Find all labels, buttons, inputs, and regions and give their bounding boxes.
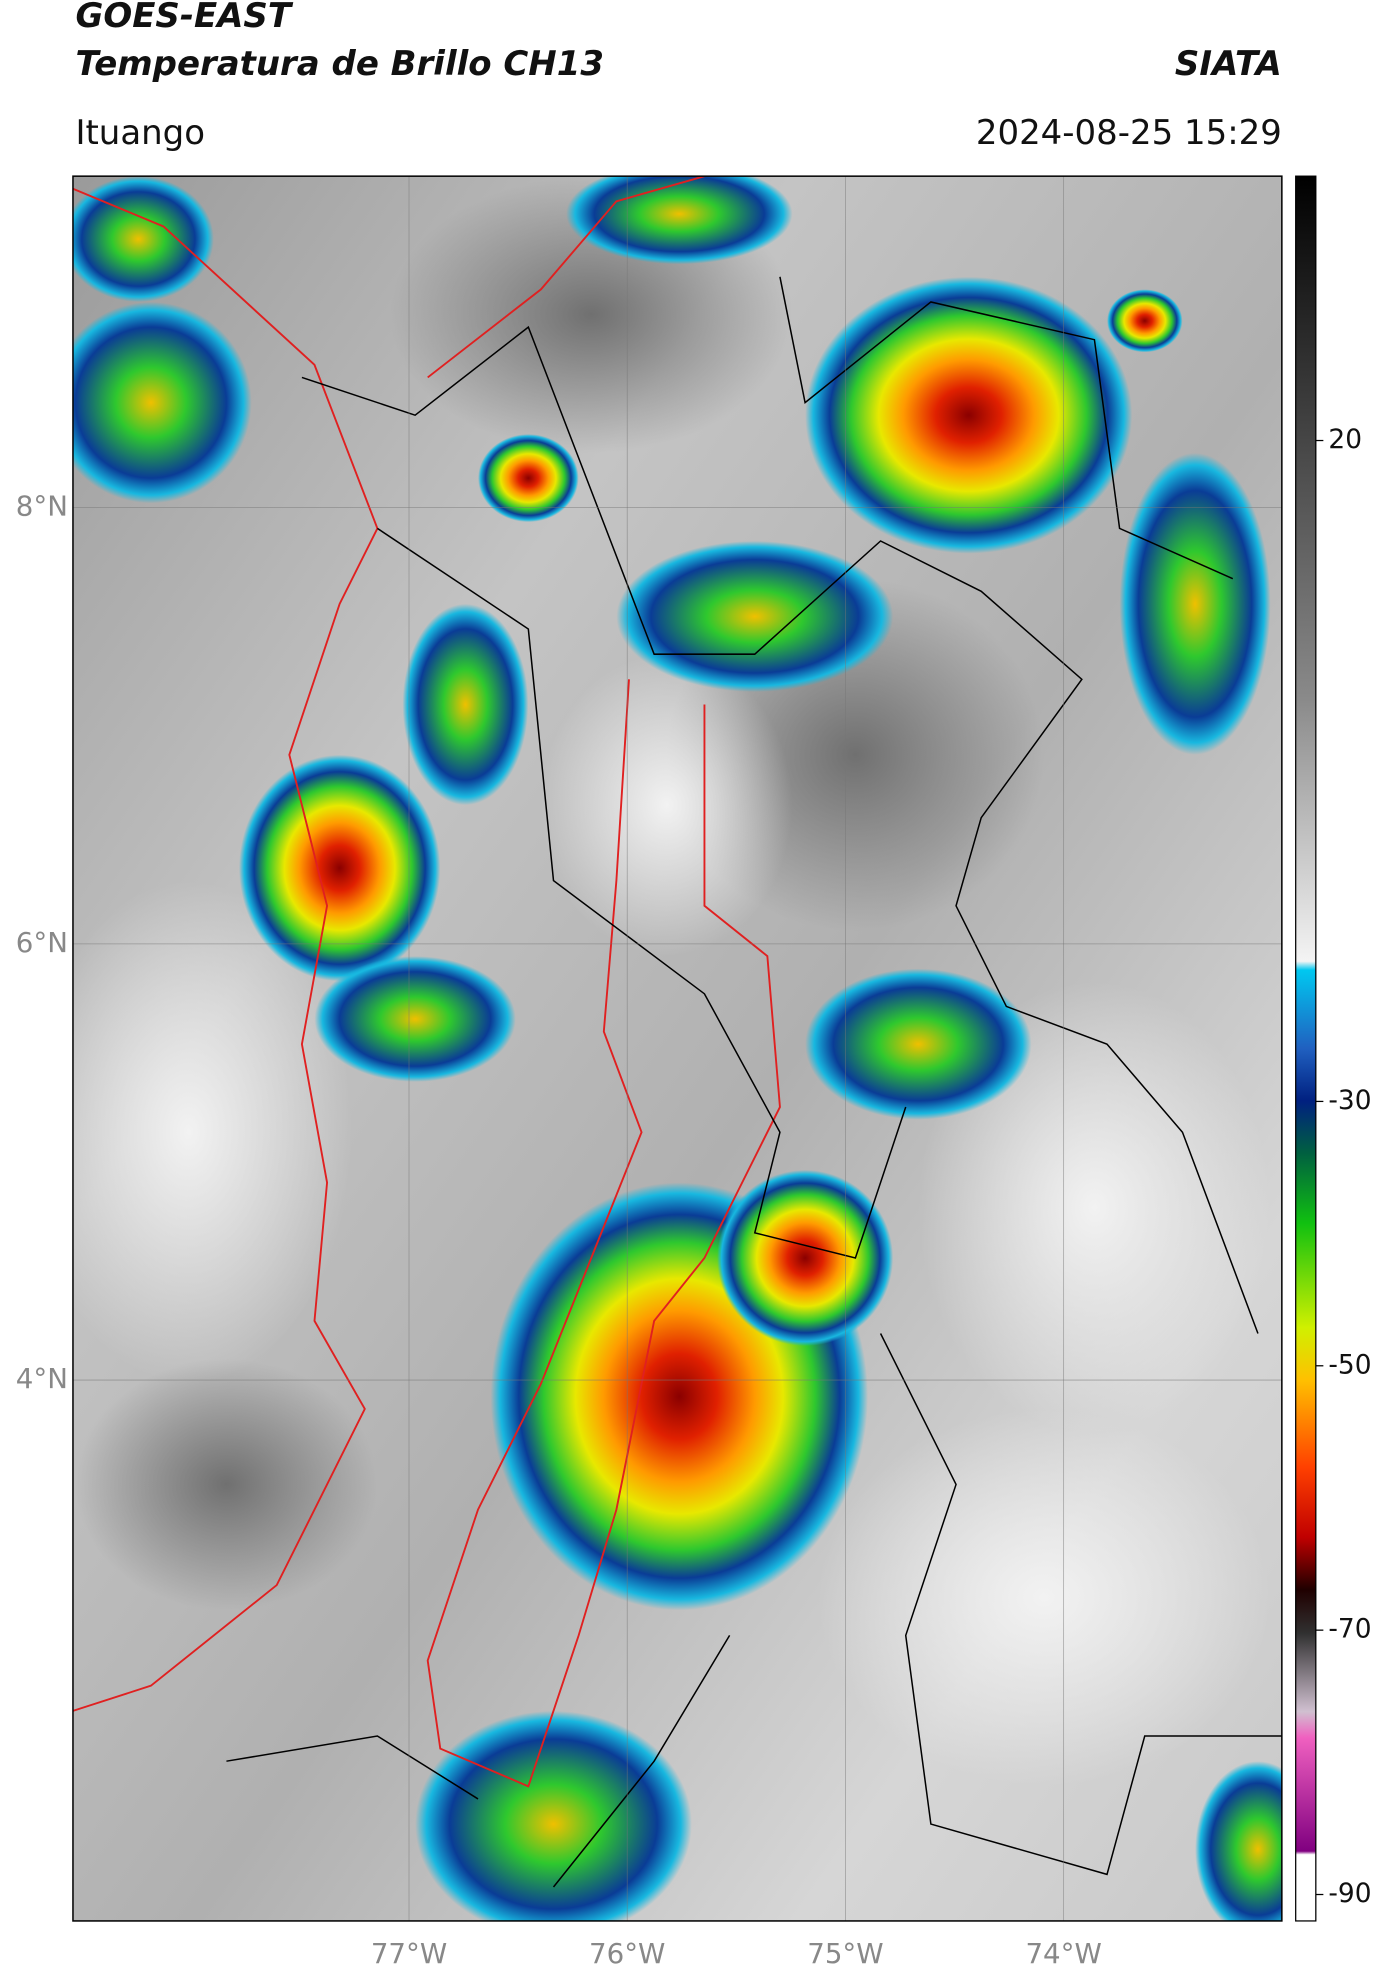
colorbar-tick-label: -50 xyxy=(1328,1349,1371,1380)
lon-label: 77°W xyxy=(371,1937,447,1970)
map-frame xyxy=(72,175,1283,1922)
satellite-image xyxy=(72,176,1282,1921)
colorbar-tick-label: 20 xyxy=(1328,424,1362,455)
lon-label: 75°W xyxy=(807,1937,883,1970)
source: SIATA xyxy=(1175,44,1282,84)
colorbar xyxy=(1295,175,1317,1922)
lat-label: 4°N xyxy=(16,1362,68,1395)
lat-label: 8°N xyxy=(16,490,68,523)
location: Ituango xyxy=(75,113,205,153)
colorbar-ticks: 20 -30 -50 -70 -90 xyxy=(1315,424,1372,1909)
grid: 8°N 6°N 4°N 77°W 76°W 75°W 74°W xyxy=(16,176,1282,1970)
colorbar-tick-label: -70 xyxy=(1328,1614,1371,1645)
lon-label: 74°W xyxy=(1025,1937,1101,1970)
lon-label: 76°W xyxy=(589,1937,665,1970)
title: Temperatura de Brillo CH13 xyxy=(75,44,603,84)
lat-label: 6°N xyxy=(16,926,68,959)
colorbar-tick-label: -30 xyxy=(1328,1085,1371,1116)
timestamp: 2024-08-25 15:29 xyxy=(976,113,1282,153)
title: GOES-EAST xyxy=(75,0,293,36)
colorbar-tick-label: -90 xyxy=(1328,1878,1371,1909)
